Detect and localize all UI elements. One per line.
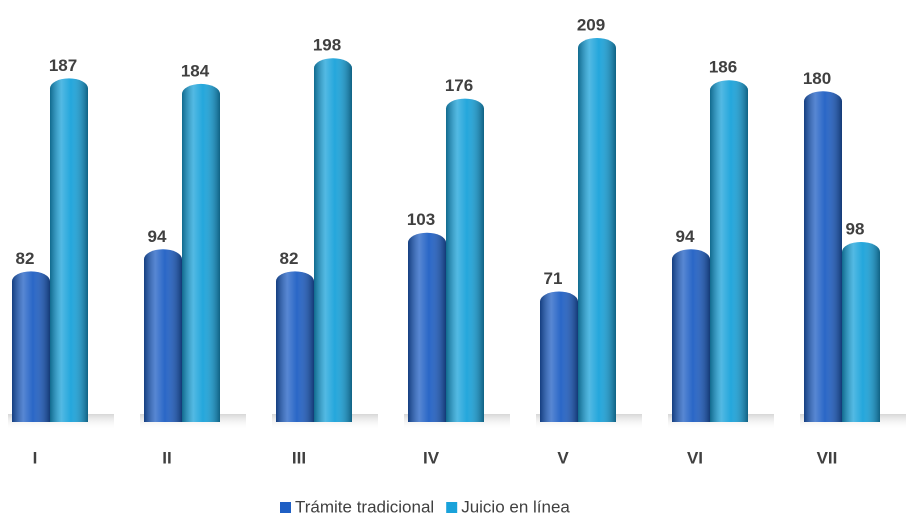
value-label: 209 (577, 15, 605, 34)
value-label: 82 (280, 249, 299, 268)
bar-shading (842, 241, 880, 422)
value-label: 187 (49, 56, 77, 75)
legend-label: Juicio en línea (461, 497, 570, 516)
x-tick-label: V (557, 448, 569, 467)
value-label: 103 (407, 210, 435, 229)
bar-shading (672, 249, 710, 422)
value-label: 94 (676, 227, 695, 246)
bar-shading (540, 291, 578, 422)
bar-shading (804, 91, 842, 423)
bar-shading (182, 83, 220, 423)
value-label: 198 (313, 36, 341, 55)
x-tick-label: IV (423, 448, 440, 467)
legend-swatch (280, 502, 291, 513)
value-label: 176 (445, 76, 473, 95)
bar-shading (446, 98, 484, 422)
x-tick-label: VI (687, 448, 703, 467)
bar-shading (578, 38, 616, 423)
bar-shading (408, 232, 446, 422)
value-label: 94 (148, 227, 167, 246)
bar-shading (276, 271, 314, 422)
bar-shading (50, 78, 88, 422)
bar-shading (314, 58, 352, 423)
bar-shading (12, 271, 50, 422)
value-label: 82 (16, 249, 35, 268)
value-label: 71 (544, 269, 563, 288)
x-tick-label: VII (817, 448, 838, 467)
value-label: 186 (709, 58, 737, 77)
x-tick-label: III (292, 448, 306, 467)
legend-swatch (446, 502, 458, 513)
x-tick-label: II (162, 448, 171, 467)
bar-shading (144, 249, 182, 422)
value-label: 98 (846, 219, 865, 238)
value-label: 184 (181, 61, 210, 80)
x-tick-label: I (33, 448, 38, 467)
value-label: 180 (803, 69, 831, 88)
bar-shading (710, 80, 748, 423)
legend-label: Trámite tradicional (295, 497, 434, 516)
